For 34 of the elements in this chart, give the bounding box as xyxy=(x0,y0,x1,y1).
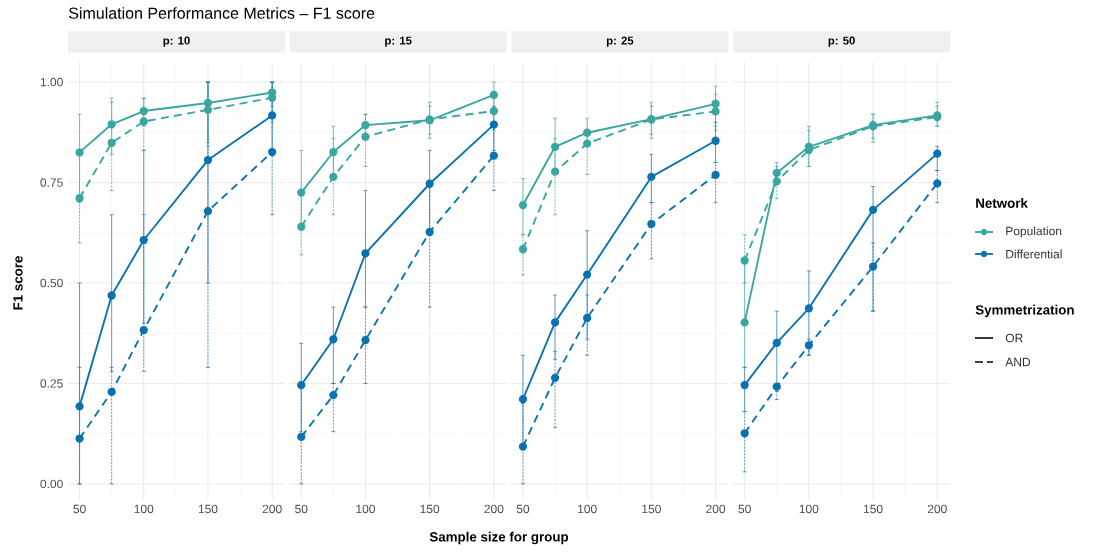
text: OR xyxy=(1005,333,1023,343)
x-tick-label: 100 xyxy=(134,504,154,514)
y-tick-label: 0.25 xyxy=(40,379,63,388)
x-tick-label: 200 xyxy=(927,504,947,514)
y-axis-title: F1 score xyxy=(13,256,23,310)
legend-label: Population xyxy=(1006,226,1062,238)
chart-title: Simulation Performance Metrics – F1 score xyxy=(69,7,375,19)
chart-subtitle: p: 15 xyxy=(385,36,412,47)
y-tick-label: 0.75 xyxy=(40,178,63,187)
text: AND xyxy=(1005,357,1031,367)
x-tick-label: 200 xyxy=(484,504,504,514)
x-tick-label: 100 xyxy=(578,504,597,514)
x-tick-label: 50 xyxy=(73,504,86,514)
x-axis-title: Sample size for group xyxy=(429,531,569,545)
x-tick-label: 50 xyxy=(295,504,308,514)
x-tick-label: 100 xyxy=(356,504,375,514)
x-tick-label: 150 xyxy=(420,504,440,514)
x-tick-label: 150 xyxy=(642,504,661,514)
text: Symmetrization xyxy=(975,304,1074,318)
x-tick-label: 50 xyxy=(516,504,530,514)
y-tick-label: 0.00 xyxy=(40,479,63,489)
x-tick-label: 150 xyxy=(863,504,883,514)
x-tick-label: 200 xyxy=(706,504,726,514)
chart-subtitle: p: 10 xyxy=(163,36,190,47)
legend-title: Network xyxy=(976,198,1028,208)
x-tick-label: 100 xyxy=(799,504,819,514)
x-tick-label: 200 xyxy=(262,504,282,514)
chart-subtitle: p: 50 xyxy=(828,36,855,47)
chart-subtitle: p: 25 xyxy=(606,36,634,47)
legend-label: Differential xyxy=(1006,249,1062,259)
y-tick-label: 1.00 xyxy=(40,77,63,87)
y-tick-label: 0.50 xyxy=(40,278,63,288)
x-tick-label: 50 xyxy=(738,504,751,514)
x-tick-label: 150 xyxy=(198,504,218,514)
